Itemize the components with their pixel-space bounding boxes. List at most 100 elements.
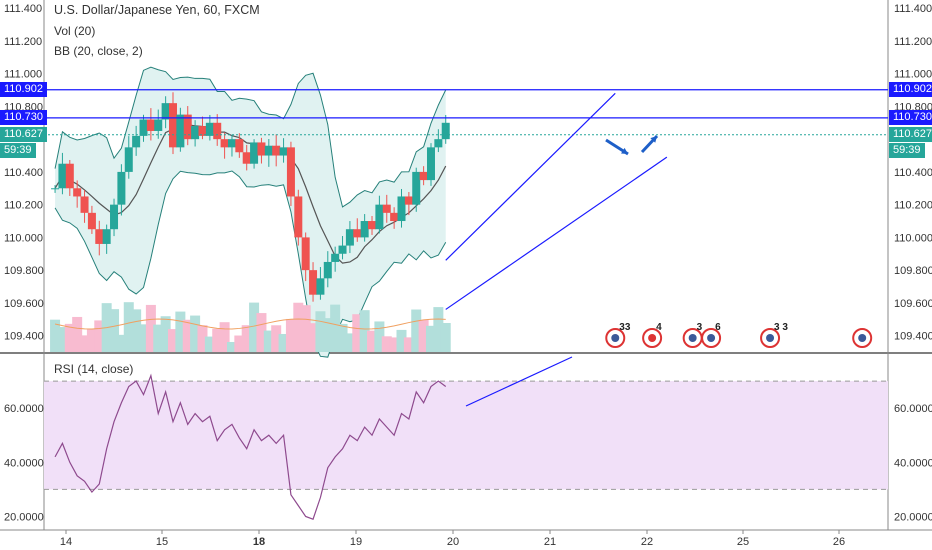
candle-body (205, 122, 214, 136)
volume-bar (79, 335, 90, 352)
volume-bar (212, 328, 223, 352)
candle-body (390, 212, 399, 222)
candle-body (360, 221, 369, 238)
candle-body (58, 163, 67, 189)
volume-bar (94, 320, 105, 352)
candle-body (198, 126, 207, 136)
volume-bar (182, 319, 193, 352)
candle-body (375, 204, 384, 230)
rsi-tick-left: 40.0000 (4, 457, 44, 469)
candle-body (434, 139, 443, 148)
volume-bar (64, 323, 75, 352)
bollinger-legend: BB (20, close, 2) (54, 44, 143, 58)
candle-body (345, 229, 354, 246)
event-count: 3 3 (774, 322, 788, 333)
volume-bar (123, 302, 134, 352)
rsi-legend: RSI (14, close) (54, 362, 134, 376)
us-flag-icon[interactable] (605, 328, 626, 348)
candle-body (95, 229, 104, 244)
candle-body (227, 139, 236, 148)
event-count: 33 (619, 322, 631, 333)
volume-bar (249, 302, 260, 352)
rsi-trend-line (465, 356, 573, 407)
volume-bar (219, 322, 230, 352)
time-label: 15 (156, 536, 168, 548)
candle-body (102, 229, 111, 244)
right-price-badge: 110.730 (889, 109, 932, 125)
volume-bar (116, 334, 127, 352)
price-tick-left: 109.400 (4, 331, 44, 343)
volume-bar (278, 333, 289, 352)
price-tick-right: 109.600 (894, 298, 932, 310)
volume-bar (374, 321, 385, 352)
volume-bar (381, 336, 392, 352)
candle-body (132, 135, 141, 148)
price-tick-right: 111.400 (894, 3, 932, 15)
candle-body (235, 139, 244, 153)
left-price-badge: 59:39 (0, 142, 36, 158)
volume-bar (315, 311, 326, 352)
us-flag-icon[interactable] (701, 328, 722, 348)
candle-body (368, 221, 377, 230)
volume-bar (241, 325, 252, 352)
volume-bar (160, 316, 171, 352)
volume-bar (190, 315, 201, 352)
volume-bar (86, 328, 97, 352)
event-count: 4 (656, 322, 662, 333)
volume-bar (285, 318, 296, 352)
price-tick-left: 110.400 (4, 167, 43, 179)
volume-bar (256, 313, 267, 352)
candle-body (301, 237, 310, 271)
candle-body (51, 188, 60, 190)
us-flag-icon[interactable] (760, 328, 781, 348)
candle-body (294, 196, 303, 238)
candle-body (220, 139, 229, 148)
jp-flag-icon[interactable] (642, 328, 663, 348)
volume-legend: Vol (20) (54, 24, 96, 38)
price-tick-right: 110.200 (894, 200, 932, 212)
candle-body (353, 229, 362, 238)
volume-ma-line (54, 318, 446, 330)
volume-bar (131, 309, 142, 352)
volume-bar (50, 319, 61, 352)
volume-bar (433, 307, 444, 352)
bollinger-fill (55, 67, 446, 358)
candle-body (404, 196, 413, 205)
volume-bar (352, 314, 363, 352)
candle-body (279, 147, 288, 156)
left-price-badge: 110.627 (0, 126, 47, 142)
candle-body (316, 278, 325, 295)
candle-body (124, 147, 133, 172)
time-label: 19 (350, 536, 362, 548)
candle-body (397, 196, 406, 222)
volume-bar (175, 311, 186, 352)
candle-body (250, 142, 259, 164)
volume-bar (330, 304, 341, 352)
price-tick-right: 109.800 (894, 265, 932, 277)
rsi-tick-left: 20.0000 (4, 511, 44, 523)
candle-body (191, 126, 200, 140)
volume-bar (337, 323, 348, 352)
channel-upper-line (445, 92, 616, 261)
volume-bar (418, 319, 429, 352)
candle-body (419, 171, 428, 181)
right-price-badge: 110.902 (889, 81, 932, 97)
candle-body (309, 270, 318, 295)
candle-body (154, 119, 163, 131)
volume-bar (167, 329, 178, 352)
us-flag-icon[interactable] (852, 328, 873, 348)
volume-bar (263, 330, 274, 352)
candle-body (117, 171, 126, 205)
volume-bar (300, 305, 311, 352)
price-tick-left: 111.400 (4, 3, 42, 15)
volume-bar (396, 329, 407, 352)
rsi-band (44, 381, 888, 490)
time-label: 18 (253, 536, 265, 548)
arrow-up-head (650, 136, 657, 143)
candle-body (87, 212, 96, 230)
price-tick-right: 110.000 (894, 232, 932, 244)
price-pane (44, 0, 888, 352)
time-label: 22 (641, 536, 653, 548)
volume-bar (57, 327, 68, 352)
